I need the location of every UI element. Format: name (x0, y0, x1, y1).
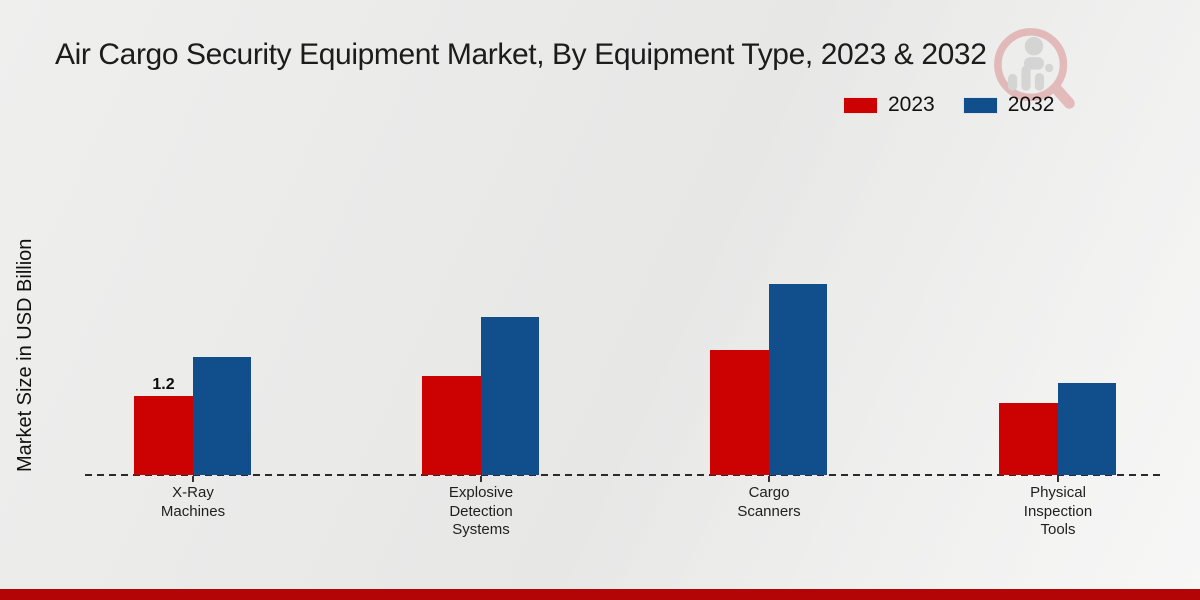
bar-2023-x-ray-machines (134, 396, 193, 475)
bar-2032-explosive-detection-systems (481, 317, 539, 475)
axis-tick (768, 476, 770, 482)
footer-accent-bar (0, 589, 1200, 600)
bar-2023-physical-inspection-tools (999, 403, 1058, 475)
chart-title: Air Cargo Security Equipment Market, By … (55, 38, 987, 71)
category-label-cargo-scanners: Cargo Scanners (737, 484, 801, 520)
bar-group-physical-inspection-tools (999, 383, 1116, 475)
legend-swatch-2023 (843, 96, 878, 114)
legend-swatch-2032 (962, 96, 998, 114)
category-label-physical-inspection-tools: Physical Inspection Tools (1023, 484, 1093, 538)
category-label-explosive-detection-systems: Explosive Detection Systems (448, 484, 514, 538)
bar-value-label: 1.2 (152, 376, 175, 393)
legend-label-2023: 2023 (888, 93, 935, 116)
market-research-logo-icon (994, 28, 1075, 109)
bar-2032-x-ray-machines (193, 357, 251, 475)
bar-2032-physical-inspection-tools (1058, 383, 1116, 475)
axis-tick (1057, 476, 1059, 482)
legend-item-2032: 2032 (962, 93, 1055, 117)
bar-group-explosive-detection-systems (422, 317, 539, 475)
bar-2023-explosive-detection-systems (422, 376, 481, 475)
bar-group-cargo-scanners (710, 284, 827, 475)
axis-tick (480, 476, 482, 482)
legend-item-2023: 2023 (843, 93, 935, 117)
legend-label-2032: 2032 (1007, 93, 1055, 116)
axis-tick (192, 476, 194, 482)
bar-2023-cargo-scanners (710, 350, 769, 475)
x-axis-line (85, 474, 1163, 476)
bar-2032-cargo-scanners (769, 284, 827, 475)
bar-group-x-ray-machines (134, 357, 251, 475)
legend: 2023 2032 (843, 93, 1054, 117)
category-label-x-ray-machines: X-Ray Machines (160, 484, 226, 520)
